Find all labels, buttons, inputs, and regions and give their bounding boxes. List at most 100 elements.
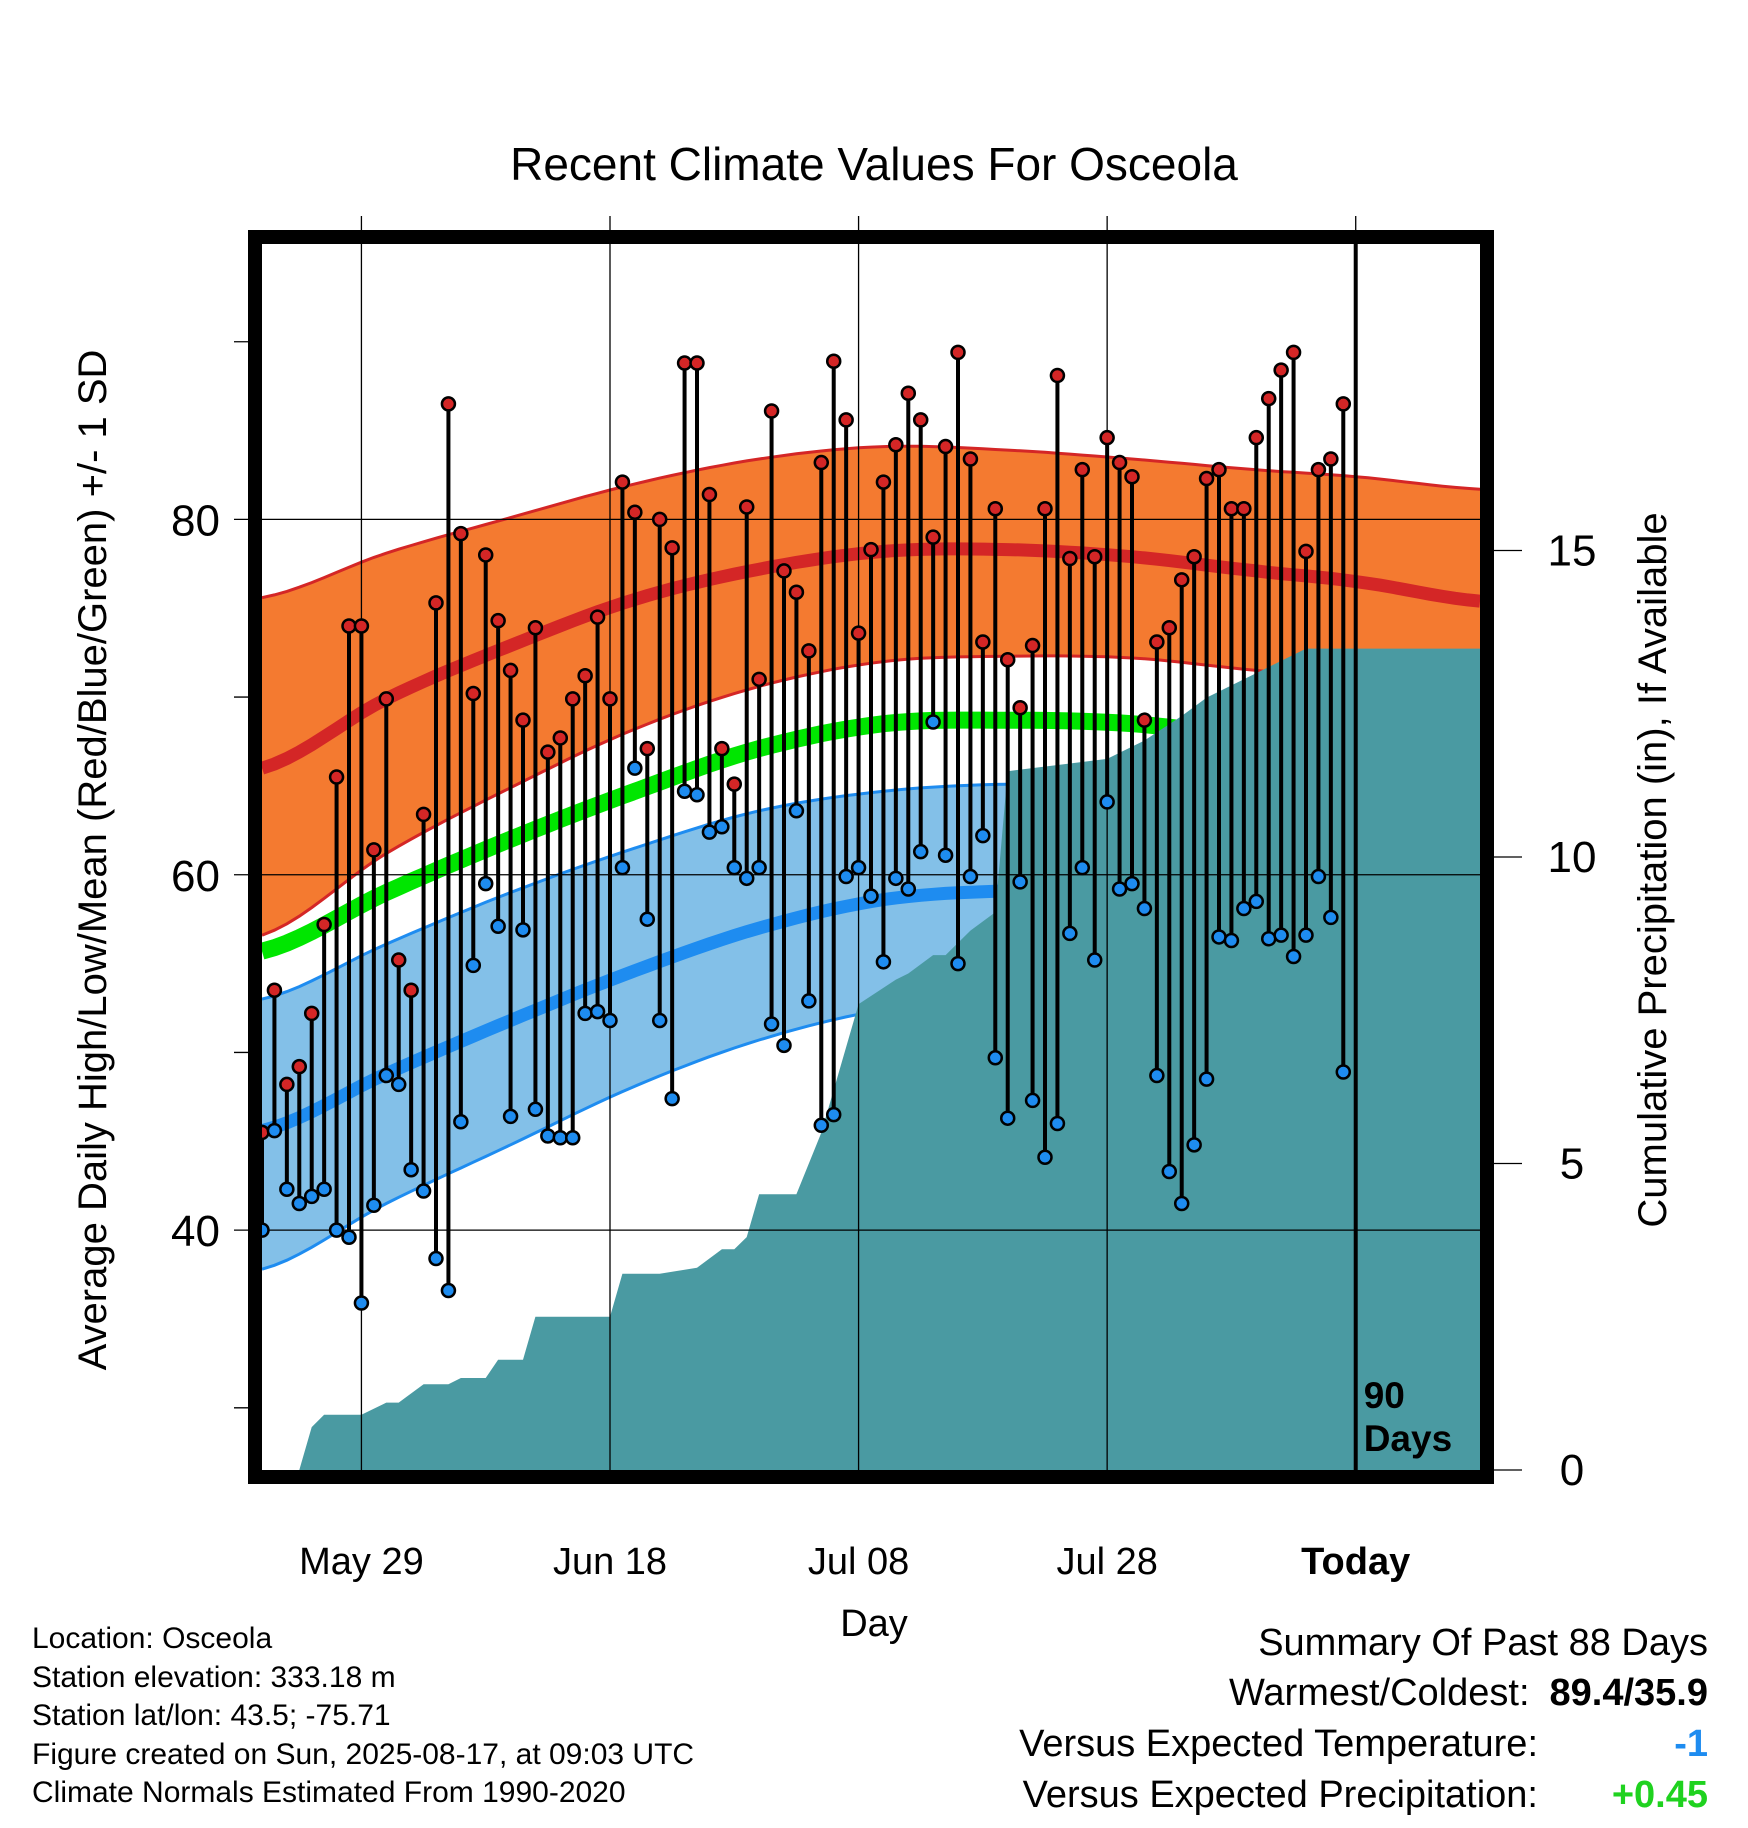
high-point xyxy=(1111,454,1128,471)
high-point xyxy=(850,625,867,641)
low-point xyxy=(341,1229,357,1245)
low-point xyxy=(999,1110,1016,1126)
low-point xyxy=(1273,927,1289,943)
high-point xyxy=(291,1058,308,1075)
high-point xyxy=(1037,500,1053,517)
high-point xyxy=(390,952,407,968)
high-point xyxy=(415,806,432,823)
low-point xyxy=(1136,900,1153,917)
high-point xyxy=(825,353,842,370)
high-point xyxy=(738,499,755,515)
high-point xyxy=(776,563,792,579)
created-line: Figure created on Sun, 2025-08-17, at 09… xyxy=(32,1737,695,1771)
low-point xyxy=(1037,1149,1053,1166)
y2-axis-label: Cumulative Precipitation (in), If Availa… xyxy=(1631,512,1675,1227)
high-point xyxy=(378,691,395,707)
normals-line: Climate Normals Estimated From 1990-2020 xyxy=(32,1776,626,1809)
low-point xyxy=(900,881,917,897)
low-point xyxy=(1285,948,1302,965)
low-point xyxy=(589,1003,606,1020)
high-point xyxy=(1124,469,1140,485)
low-point xyxy=(701,824,718,840)
high-point xyxy=(1298,543,1314,560)
low-point xyxy=(726,859,743,876)
chart-title: Recent Climate Values For Osceola xyxy=(510,138,1238,190)
high-point xyxy=(838,412,854,428)
high-point xyxy=(701,486,718,503)
high-point xyxy=(1260,390,1277,407)
x-tick-label: Jun 18 xyxy=(553,1541,667,1583)
high-point xyxy=(763,403,780,419)
elevation-line: Station elevation: 333.18 m xyxy=(32,1660,396,1694)
low-point xyxy=(763,1016,780,1032)
low-point xyxy=(1198,1071,1215,1087)
summary-temperature: Versus Expected Temperature: -1 xyxy=(1019,1719,1708,1770)
high-point xyxy=(490,612,506,629)
high-point xyxy=(1223,500,1240,517)
low-point xyxy=(390,1076,407,1093)
high-point xyxy=(328,769,345,785)
high-point xyxy=(564,691,581,707)
low-point xyxy=(502,1108,519,1125)
low-point xyxy=(825,1106,842,1123)
high-point xyxy=(925,529,941,545)
low-point xyxy=(1223,932,1240,949)
x-tick-label: May 29 xyxy=(299,1541,424,1583)
low-point xyxy=(888,870,904,887)
high-point xyxy=(1049,367,1066,384)
low-point xyxy=(1111,881,1128,897)
high-point xyxy=(664,540,680,556)
low-point xyxy=(515,922,531,938)
high-point xyxy=(1310,461,1327,478)
high-point xyxy=(900,385,917,402)
low-point xyxy=(1062,925,1078,942)
y2-tick-label: 5 xyxy=(1560,1140,1584,1189)
low-point xyxy=(527,1101,544,1118)
high-point xyxy=(589,609,606,625)
low-point xyxy=(540,1128,556,1144)
high-point xyxy=(1323,451,1339,467)
window-label-unit: Days xyxy=(1364,1418,1452,1459)
low-point xyxy=(279,1181,295,1198)
low-point xyxy=(490,918,506,935)
high-point xyxy=(428,595,444,611)
x-tick-label: Jul 28 xyxy=(1056,1541,1157,1583)
summary-warm-cold: Warmest/Coldest: 89.4/35.9 xyxy=(1019,1668,1708,1719)
high-point xyxy=(788,584,805,601)
low-point xyxy=(813,1117,830,1134)
low-point xyxy=(1012,874,1028,890)
low-point xyxy=(975,827,991,844)
low-point xyxy=(664,1090,680,1107)
low-point xyxy=(1248,893,1265,910)
precip-area xyxy=(262,648,1480,1470)
high-point xyxy=(477,547,494,563)
low-point xyxy=(1173,1195,1190,1212)
low-point xyxy=(378,1067,395,1084)
high-point xyxy=(1024,637,1041,654)
low-point xyxy=(1186,1137,1202,1153)
low-point xyxy=(689,787,705,803)
precip-value: +0.45 xyxy=(1611,1774,1708,1816)
high-point xyxy=(751,671,767,688)
low-point xyxy=(1211,929,1227,945)
y-tick-label: 40 xyxy=(171,1207,220,1256)
low-point xyxy=(403,1161,419,1178)
y2-tick-label: 0 xyxy=(1560,1446,1584,1495)
low-point xyxy=(1074,859,1091,876)
high-point xyxy=(403,982,419,999)
low-point xyxy=(353,1295,370,1311)
high-point xyxy=(502,662,519,679)
high-point xyxy=(888,437,904,453)
high-point xyxy=(987,500,1004,517)
high-point xyxy=(1136,712,1153,728)
warm-cold-value: 89.4/35.9 xyxy=(1549,1672,1708,1714)
x-tick-label: Today xyxy=(1301,1541,1410,1583)
high-point xyxy=(1186,548,1202,565)
high-point xyxy=(1161,620,1178,636)
high-point xyxy=(453,525,469,542)
low-point xyxy=(428,1250,444,1267)
high-point xyxy=(440,396,457,412)
low-point xyxy=(850,859,867,876)
low-point xyxy=(602,1012,618,1029)
